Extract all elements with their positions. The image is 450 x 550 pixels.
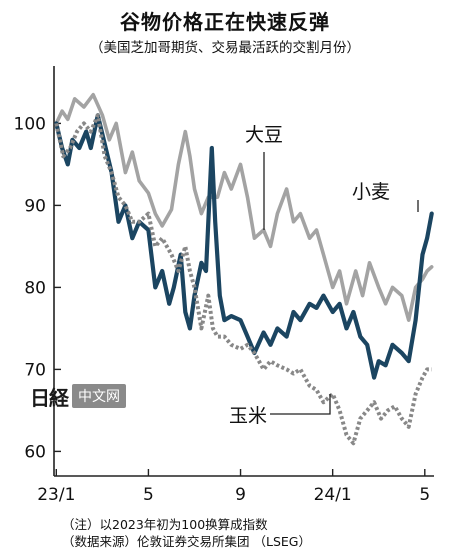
chart-subtitle: （美国芝加哥期货、交易最活跃的交割月份） <box>90 40 360 56</box>
series-layer <box>54 92 434 446</box>
y-tick-label: 60 <box>24 442 46 462</box>
series-label: 大豆 <box>245 124 283 146</box>
x-tick-label: 9 <box>235 485 246 505</box>
x-tick-label: 23/1 <box>37 485 75 505</box>
series-line-soybean <box>54 92 434 322</box>
y-tick-label: 90 <box>24 196 46 216</box>
watermark: 日経 中文网 <box>30 384 126 410</box>
chart-title: 谷物价格正在快速反弹 <box>120 10 330 34</box>
y-tick-label: 100 <box>14 114 46 134</box>
leader-line <box>270 394 331 415</box>
y-tick-label: 80 <box>24 278 46 298</box>
source-note: （数据来源）伦敦证券交易所集团 （LSEG） <box>62 534 311 549</box>
watermark-label: 中文网 <box>72 384 126 408</box>
series-line-wheat <box>54 113 434 380</box>
x-tick-label: 5 <box>143 485 154 505</box>
watermark-logo: 日経 <box>30 385 69 410</box>
y-tick-label: 70 <box>24 360 46 380</box>
series-line-corn <box>54 113 432 446</box>
x-tick-label: 5 <box>419 485 430 505</box>
x-tick-label: 24/1 <box>314 485 352 505</box>
axes: 60 70 80 90 100 23/1 5 9 24/1 5 <box>14 66 434 505</box>
footnote: （注）以2023年初为100换算成指数 <box>62 517 268 532</box>
series-label: 小麦 <box>352 181 390 203</box>
series-label: 玉米 <box>229 405 267 427</box>
